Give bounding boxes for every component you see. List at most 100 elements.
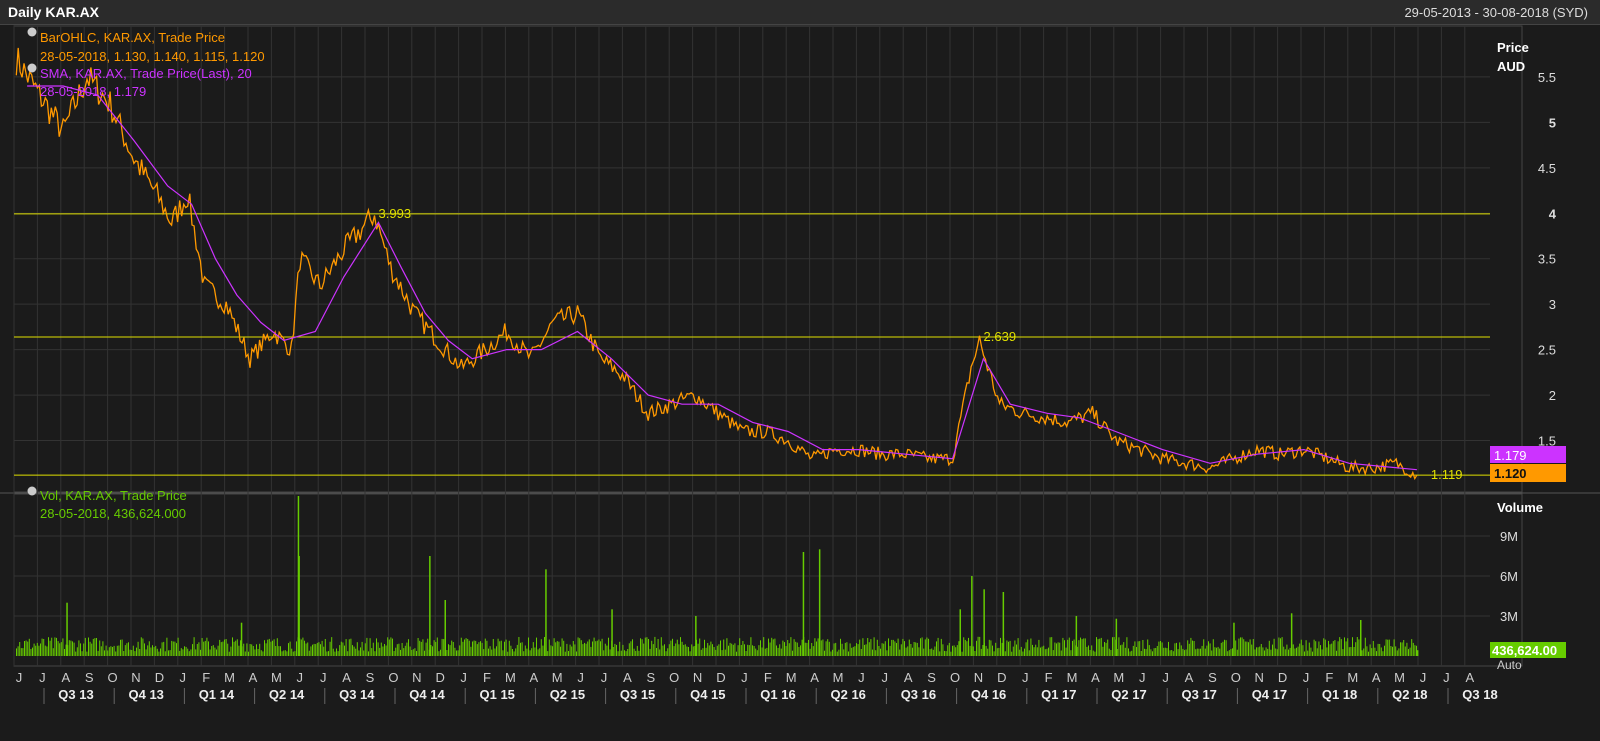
volume-bar xyxy=(880,648,881,656)
quarter-tick-label: Q1 17 xyxy=(1041,687,1076,702)
volume-bar xyxy=(262,651,264,656)
volume-bar xyxy=(425,642,427,656)
auto-scale-label[interactable]: Auto xyxy=(1497,658,1522,672)
volume-bar xyxy=(1364,637,1366,656)
price-tick-label: 2.5 xyxy=(1538,343,1556,358)
volume-bar xyxy=(657,639,659,656)
volume-bar xyxy=(49,640,51,656)
volume-bar xyxy=(732,644,734,656)
month-tick-label: A xyxy=(529,670,538,685)
volume-bar xyxy=(496,646,497,656)
volume-bar xyxy=(662,645,664,656)
volume-bar xyxy=(808,639,809,656)
month-tick-label: J xyxy=(741,670,748,685)
volume-bar xyxy=(275,646,277,656)
chart-canvas[interactable]: 3.993 2.639 1.119 5.5 5 4.5 4 3.5 3 2.5 2 1.5 9M 6M… xyxy=(0,24,1600,741)
sma-legend-name: SMA, KAR.AX, Trade Price(Last), 20 xyxy=(40,66,252,81)
volume-bar xyxy=(310,646,312,656)
volume-bar xyxy=(112,647,113,656)
volume-bar xyxy=(1331,643,1333,656)
volume-bar xyxy=(1097,639,1099,656)
volume-bar xyxy=(1281,637,1283,656)
volume-bar xyxy=(1196,648,1198,656)
volume-bar xyxy=(1052,650,1054,656)
volume-bar xyxy=(902,638,904,656)
volume-bar xyxy=(68,640,70,656)
volume-bar xyxy=(52,648,54,656)
volume-bar xyxy=(774,638,776,656)
volume-bar xyxy=(1209,643,1211,656)
volume-bar xyxy=(510,645,512,656)
volume-bar xyxy=(1230,649,1232,656)
volume-bar xyxy=(1064,640,1065,656)
volume-bar xyxy=(203,641,205,656)
volume-bar xyxy=(702,648,704,656)
volume-bar xyxy=(460,637,462,656)
volume-bar xyxy=(1329,644,1331,656)
volume-bar xyxy=(983,589,985,656)
volume-bar xyxy=(344,645,345,656)
volume-bar xyxy=(1150,649,1152,656)
volume-bar xyxy=(1328,640,1329,656)
info-icon[interactable] xyxy=(27,63,37,73)
volume-bar xyxy=(499,641,501,656)
volume-bar xyxy=(1353,647,1355,656)
volume-bar xyxy=(512,649,513,656)
volume-bar xyxy=(889,645,891,656)
volume-bar xyxy=(1121,644,1123,656)
volume-bar xyxy=(1008,641,1009,656)
volume-bar xyxy=(1305,640,1307,656)
volume-bar xyxy=(1296,647,1297,656)
volume-bar xyxy=(411,650,413,656)
volume-bar xyxy=(1240,637,1241,656)
volume-bar xyxy=(625,651,627,656)
volume-plot-area[interactable] xyxy=(13,493,1523,667)
volume-bar xyxy=(462,641,464,656)
volume-bar xyxy=(995,642,997,656)
sma-last-tag xyxy=(1490,446,1566,463)
volume-bar xyxy=(931,648,933,656)
volume-bar xyxy=(820,640,822,656)
volume-bar xyxy=(446,650,448,656)
volume-bar xyxy=(1203,639,1205,656)
volume-bar xyxy=(1040,647,1041,656)
volume-bar xyxy=(484,638,486,656)
volume-bar xyxy=(1372,641,1374,656)
volume-bar xyxy=(478,642,480,656)
volume-bar xyxy=(392,638,393,656)
volume-bar xyxy=(102,641,104,656)
volume-bar xyxy=(833,643,835,656)
horizontal-lines xyxy=(14,213,1490,476)
quarter-tick-label: Q2 17 xyxy=(1111,687,1146,702)
month-tick-label: S xyxy=(1208,670,1217,685)
info-icon[interactable] xyxy=(27,27,37,37)
chart-title: Daily KAR.AX xyxy=(8,4,100,20)
quarter-tick-label: Q1 16 xyxy=(760,687,795,702)
volume-bar xyxy=(377,642,379,656)
volume-bar xyxy=(1108,648,1110,656)
volume-bar xyxy=(841,643,843,656)
volume-bar xyxy=(379,647,381,656)
volume-bar xyxy=(1161,642,1163,656)
volume-bar xyxy=(852,646,854,656)
volume-bar xyxy=(1259,646,1261,656)
volume-bar xyxy=(1000,637,1001,656)
volume-bar xyxy=(857,644,859,656)
currency-label: AUD xyxy=(1497,59,1525,74)
volume-bar xyxy=(1126,637,1128,656)
month-tick-label: J xyxy=(460,670,467,685)
info-icon[interactable] xyxy=(27,486,37,496)
volume-bar xyxy=(467,639,469,656)
volume-bar xyxy=(795,641,797,656)
volume-bar xyxy=(928,638,929,656)
volume-bar xyxy=(96,638,97,656)
volume-bar xyxy=(486,640,488,656)
price-tick-label: 3.5 xyxy=(1538,252,1556,267)
volume-bar xyxy=(536,637,537,656)
volume-bar xyxy=(676,639,678,656)
volume-bar xyxy=(195,649,197,656)
volume-bar xyxy=(298,556,300,656)
month-tick-label: J xyxy=(858,670,865,685)
volume-bar xyxy=(619,641,621,656)
price-tick-label: 4.5 xyxy=(1538,161,1556,176)
